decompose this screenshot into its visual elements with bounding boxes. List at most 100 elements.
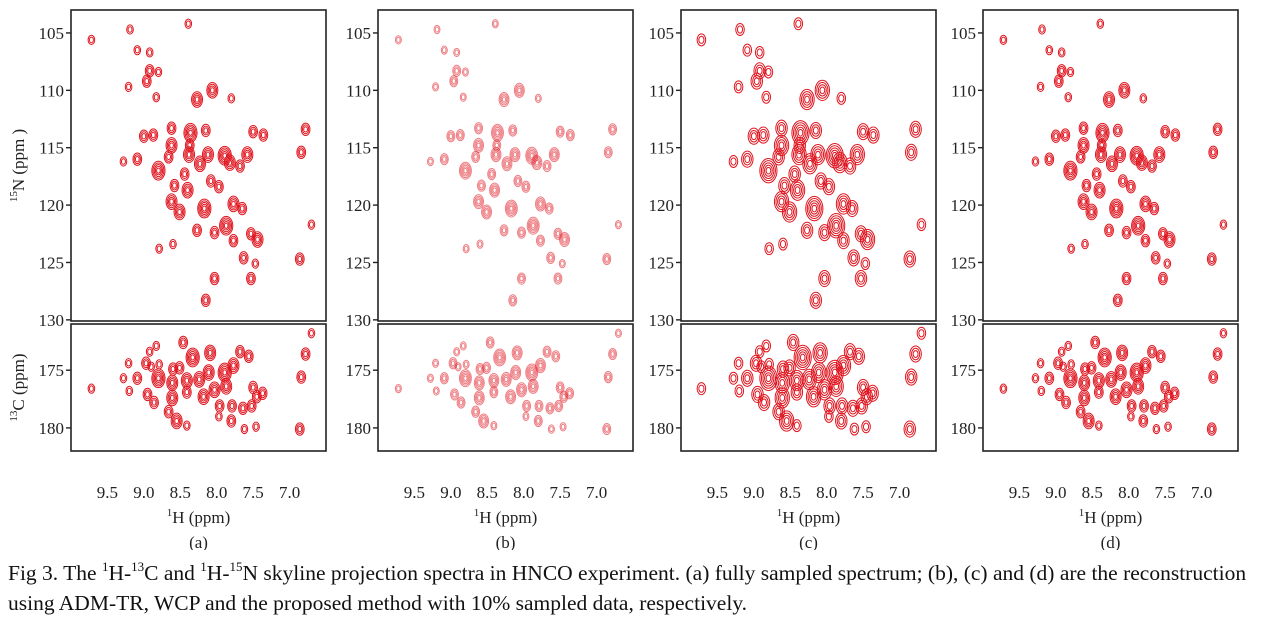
peak-contour [555, 401, 563, 411]
peak-contour [1155, 149, 1163, 160]
peak-contour [497, 354, 502, 361]
peak-contour [394, 35, 402, 45]
peak-contour [908, 373, 915, 382]
peak [235, 345, 245, 359]
peak-contour [1219, 219, 1228, 230]
peak [544, 202, 554, 215]
peak [204, 344, 217, 362]
peak-contour [511, 366, 521, 379]
peak-contour [567, 130, 574, 140]
peak [489, 386, 499, 399]
peak-contour [799, 88, 815, 111]
peak-contour [807, 159, 813, 168]
peak-contour [126, 359, 132, 367]
peak [166, 121, 177, 135]
peak [1085, 203, 1098, 221]
peak [246, 271, 256, 286]
peak-contour [778, 124, 785, 133]
peak [296, 145, 307, 160]
peak-contour [792, 419, 802, 433]
peak-contour [1111, 202, 1122, 216]
peak [202, 364, 215, 381]
peak-contour [1076, 151, 1085, 162]
peak [1113, 146, 1126, 163]
peak-contour [868, 128, 878, 142]
peak-contour [501, 96, 507, 103]
peak-contour [794, 186, 801, 195]
peak-contour [140, 131, 148, 142]
peak-contour [512, 346, 522, 359]
peak-contour [513, 369, 518, 376]
peak-contour [297, 372, 305, 383]
peak-contour [1147, 159, 1157, 173]
peak-contour [1114, 295, 1122, 306]
peak-contour [1118, 348, 1126, 358]
peak-contour [226, 414, 237, 428]
peak [214, 399, 225, 413]
peak-contour [1150, 203, 1158, 214]
peak-contour [1143, 362, 1148, 369]
peak-contour [1132, 217, 1145, 234]
peak-contour [1131, 215, 1146, 236]
peak-contour [124, 81, 133, 92]
peak-contour [1086, 361, 1097, 375]
peak [763, 65, 774, 79]
peak-contour [193, 371, 206, 388]
peak-contour [184, 185, 192, 196]
peak [1150, 401, 1160, 415]
peak-contour [490, 376, 498, 385]
peak-contour [189, 352, 197, 363]
peak-contour [1044, 371, 1055, 385]
peak-contour [821, 274, 828, 283]
peak-contour [300, 122, 311, 137]
peak [214, 180, 224, 194]
peak-contour [855, 397, 868, 415]
peak-contour [181, 385, 192, 399]
peak [1064, 340, 1073, 352]
peak-contour [472, 407, 479, 417]
peak [394, 35, 402, 45]
peak [1131, 215, 1146, 236]
peak [141, 356, 151, 370]
peak-contour [528, 151, 535, 161]
peak-contour [908, 148, 915, 157]
peak [1044, 152, 1055, 166]
peak-contour [608, 123, 618, 136]
peak [491, 123, 504, 142]
peak-contour [909, 120, 922, 138]
peak-contour [221, 367, 229, 378]
peak-contour [449, 75, 459, 88]
peak [783, 359, 796, 377]
peak-contour [215, 181, 223, 192]
peak [535, 196, 546, 212]
peak [462, 244, 470, 254]
peak-contour [1134, 220, 1142, 231]
peak-contour [1139, 399, 1149, 413]
peak-contour [173, 416, 181, 426]
peak-contour [809, 390, 819, 403]
peak-contour [529, 381, 537, 391]
peak-contour [125, 385, 134, 397]
peak [867, 126, 880, 144]
peak [733, 356, 744, 370]
peak-contour [245, 351, 253, 362]
peak-contour [197, 160, 203, 167]
peak [531, 155, 543, 171]
peak [1158, 271, 1168, 286]
peak [533, 414, 543, 428]
c-axis-tick-label: 180 [346, 419, 372, 438]
peak-contour [221, 379, 231, 393]
peak-contour [202, 125, 210, 136]
peak-contour [547, 405, 553, 412]
peak-contour [610, 351, 615, 357]
peak-contour [860, 127, 867, 136]
peak [835, 412, 848, 430]
peak-contour [1098, 140, 1106, 151]
peak [296, 370, 307, 384]
peak-contour [616, 330, 621, 337]
peak-contour [861, 420, 871, 434]
peak-contour [182, 183, 193, 197]
c-plot-frame [377, 323, 634, 452]
peak [866, 384, 879, 402]
